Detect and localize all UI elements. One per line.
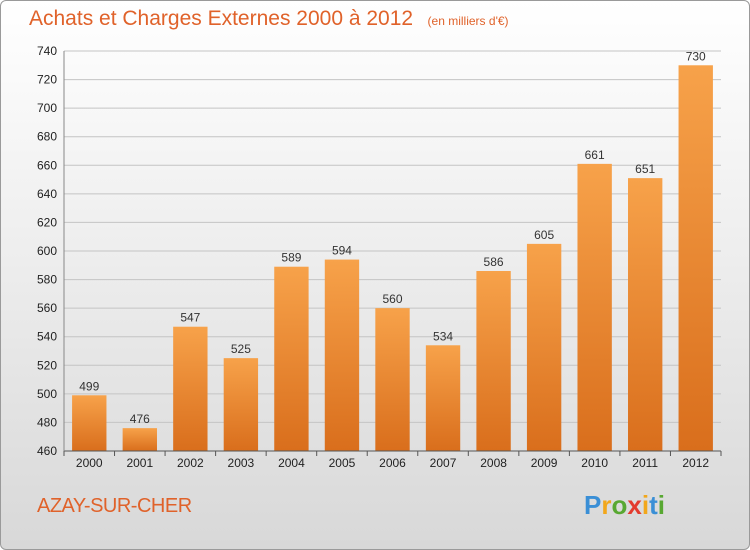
x-tick-label: 2007 (430, 456, 457, 470)
logo-letter: i (641, 490, 650, 520)
y-tick-label: 460 (37, 444, 57, 458)
y-tick-label: 620 (37, 215, 57, 229)
bar (324, 259, 360, 451)
data-label: 589 (281, 251, 301, 265)
title-row: Achats et Charges Externes 2000 à 2012 (… (29, 7, 509, 31)
data-label: 560 (382, 292, 402, 306)
x-tick-label: 2008 (480, 456, 507, 470)
chart-title: Achats et Charges Externes 2000 à 2012 (29, 7, 414, 30)
data-label: 476 (130, 412, 150, 426)
y-tick-label: 480 (37, 415, 57, 429)
data-label: 499 (79, 379, 99, 393)
y-tick-label: 680 (37, 130, 57, 144)
logo-letter: i (657, 490, 665, 520)
y-tick-label: 520 (37, 358, 57, 372)
x-tick-label: 2009 (531, 456, 558, 470)
y-tick-label: 640 (37, 187, 57, 201)
bar (577, 163, 612, 451)
data-label: 534 (433, 329, 453, 343)
y-tick-label: 720 (37, 73, 57, 87)
axes: 460 480 500 520 540 560 580 600 620 640 660 680 700 7… (37, 44, 722, 470)
bar (375, 308, 410, 451)
bar (173, 326, 208, 451)
data-label: 594 (332, 244, 352, 258)
x-tick-label: 2010 (581, 456, 608, 470)
data-label: 605 (534, 228, 554, 242)
bars: 499 476 547 525 589 594 560 534 586 605 661 651 730 (72, 49, 713, 452)
commune-name: AZAY-SUR-CHER (37, 495, 192, 517)
x-tick-label: 2006 (379, 456, 406, 470)
y-tick-label: 600 (37, 244, 57, 258)
x-tick-label: 2001 (126, 456, 153, 470)
logo-letter: o (611, 490, 628, 520)
chart-subtitle: (en milliers d'€) (427, 14, 509, 28)
data-label: 730 (686, 49, 706, 63)
logo-letter: x (627, 490, 642, 520)
bar (274, 266, 309, 451)
data-label: 547 (180, 311, 200, 325)
bar (223, 358, 259, 451)
bar (122, 428, 157, 451)
y-tick-label: 700 (37, 101, 57, 115)
data-label: 525 (231, 342, 251, 356)
x-tick-label: 2000 (76, 456, 103, 470)
bar (526, 243, 562, 451)
y-tick-label: 540 (37, 330, 57, 344)
bar (628, 178, 663, 451)
proxiti-logo: Proxiti (584, 490, 665, 521)
data-label: 661 (585, 148, 605, 162)
x-tick-label: 2005 (329, 456, 356, 470)
x-tick-label: 2003 (228, 456, 255, 470)
bar (678, 65, 713, 452)
y-tick-label: 740 (37, 44, 57, 58)
bar (476, 271, 511, 451)
data-label: 651 (635, 162, 655, 176)
bar (72, 395, 107, 451)
logo-letter: t (649, 490, 658, 520)
x-tick-label: 2012 (682, 456, 709, 470)
y-tick-label: 500 (37, 387, 57, 401)
y-tick-label: 580 (37, 273, 57, 287)
data-label: 586 (484, 255, 504, 269)
x-tick-label: 2011 (632, 456, 658, 470)
y-tick-label: 660 (37, 158, 57, 172)
x-tick-label: 2004 (278, 456, 305, 470)
bar (425, 345, 461, 451)
logo-letter: r (601, 490, 612, 520)
x-tick-label: 2002 (177, 456, 204, 470)
logo-letter: P (584, 490, 602, 520)
y-tick-label: 560 (37, 301, 57, 315)
